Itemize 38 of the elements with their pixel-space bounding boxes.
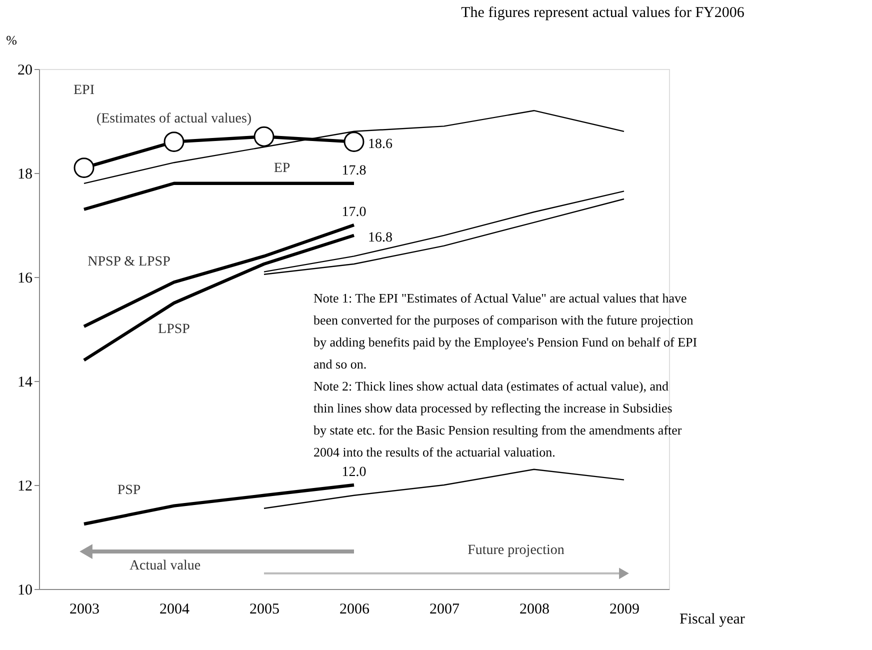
annotation: NPSP & LPSP	[88, 254, 171, 270]
y-tick-label: 20	[18, 62, 32, 78]
y-tick-label: 10	[18, 582, 32, 598]
point	[164, 132, 184, 152]
y-tick-label: 18	[18, 166, 32, 182]
line-series	[82, 483, 356, 526]
x-tick-label: 2005	[250, 602, 280, 618]
y-tick-label: 12	[18, 478, 32, 494]
x-tick-label: 2006	[340, 602, 370, 618]
annotation: EP	[274, 160, 290, 176]
y-tick-label: 16	[18, 270, 33, 286]
x-tick-label: 2008	[520, 602, 550, 618]
data-label: 17.8	[342, 163, 366, 178]
annotation: (Estimates of actual values)	[96, 111, 252, 126]
point	[254, 126, 274, 147]
annotation: EPI	[74, 82, 95, 98]
annotation: LPSP	[158, 322, 190, 337]
data-label: 17.0	[342, 205, 366, 220]
annotation: Actual value	[129, 558, 201, 574]
annotation: PSP	[117, 483, 141, 498]
chart-title: The figures represent actual values for FY2006	[461, 5, 745, 21]
line-series	[263, 468, 625, 509]
annotation: Note 1: The EPI "Estimates of Actual Value" are actual values that have been converted for the purposes of comparison with the future projection by adding benefits paid by the Employee's Pension Fund on behalf of EPI and so on.	[314, 290, 698, 372]
x-tick-label: 2009	[610, 602, 640, 618]
point	[344, 132, 364, 152]
x-tick-label: 2004	[160, 602, 190, 618]
x-tick-label: 2007	[430, 602, 460, 618]
annotation: Note 2: Thick lines show actual data (estimates of actual value), and thin lines show data processed by reflecting the increase in Subsidies by state etc. for the Basic Pension resulting from the amendments after 2004 into the results of the actuarial valuation.	[314, 378, 682, 460]
line-series	[83, 110, 625, 184]
y-tick-label: 14	[18, 374, 33, 390]
x-tick-label: 2003	[70, 602, 100, 618]
x-axis-title: Fiscal year	[680, 612, 745, 628]
data-label: 12.0	[342, 465, 366, 480]
data-label: 18.6	[368, 136, 392, 152]
data-label: 16.8	[368, 230, 392, 246]
annotation: Future projection	[468, 543, 564, 558]
point	[74, 158, 94, 178]
y-axis-title: %	[6, 32, 18, 48]
